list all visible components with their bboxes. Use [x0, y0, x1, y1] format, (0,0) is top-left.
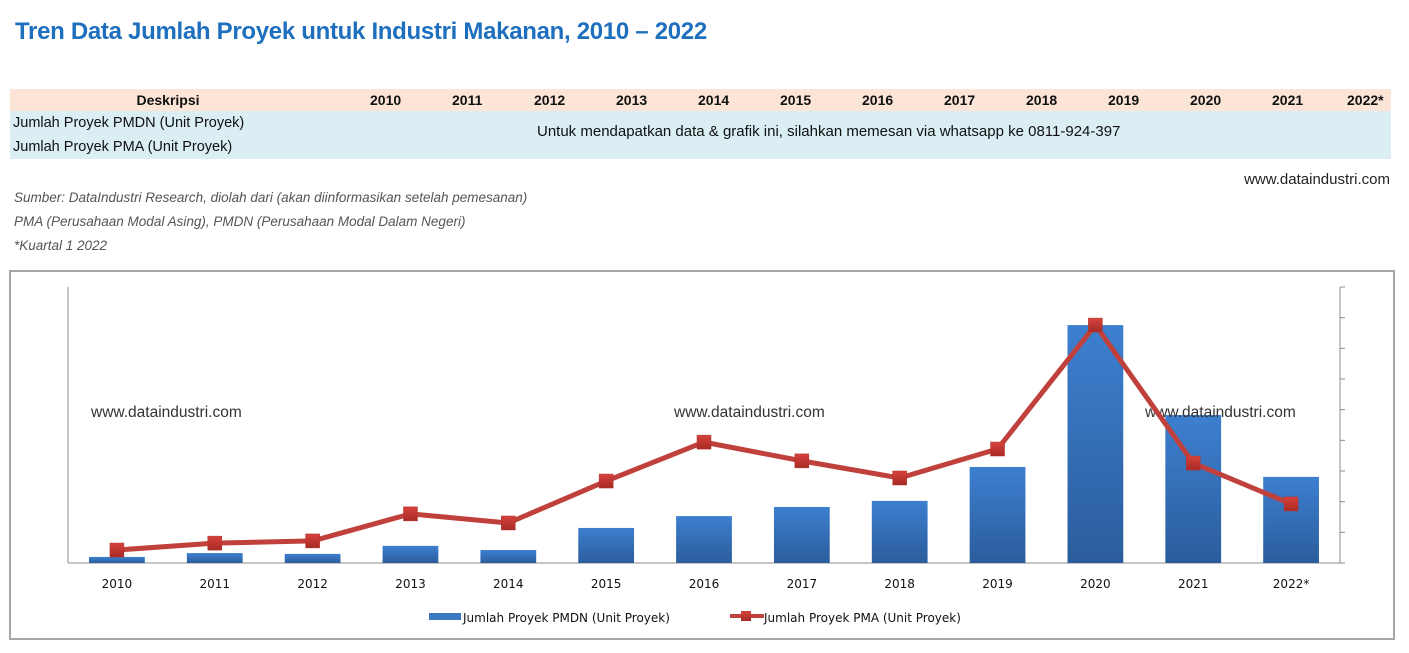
bar-pmdn-2018	[871, 500, 928, 563]
legend: Jumlah Proyek PMDN (Unit Proyek) Jumlah …	[429, 611, 961, 625]
header-year: 2022*	[1347, 92, 1384, 108]
header-year: 2012	[534, 92, 566, 108]
legend-swatch-pmdn	[429, 613, 461, 620]
marker-pma-2015	[598, 473, 614, 489]
marker-pma-2013	[403, 506, 418, 522]
bar-pmdn-2010	[89, 556, 145, 563]
x-tick-label: 2010	[102, 577, 133, 591]
x-tick-label: 2018	[884, 577, 915, 591]
bar-pmdn-2016	[676, 516, 732, 563]
marker-pma-2021	[1185, 455, 1201, 471]
header-year: 2014	[698, 92, 730, 108]
row-label-pma: Jumlah Proyek PMA (Unit Proyek)	[13, 139, 233, 155]
watermark: www.dataindustri.com	[673, 404, 825, 421]
table-header-row: Deskripsi 2010 2011 2012 2013 2014 2015 …	[10, 89, 1391, 111]
bar-pmdn-2019	[969, 466, 1026, 563]
row-label-pmdn: Jumlah Proyek PMDN (Unit Proyek)	[13, 115, 245, 131]
bar-series-pmdn	[89, 325, 1319, 563]
marker-pma-2012	[305, 533, 320, 549]
note-source: Sumber: DataIndustri Research, diolah da…	[14, 190, 528, 205]
data-table: Deskripsi 2010 2011 2012 2013 2014 2015 …	[10, 89, 1391, 159]
note-quarter: *Kuartal 1 2022	[14, 238, 108, 253]
x-tick-label: 2013	[395, 577, 426, 591]
x-tick-label: 2020	[1080, 577, 1111, 591]
legend-label-pmdn: Jumlah Proyek PMDN (Unit Proyek)	[462, 611, 670, 625]
bar-pmdn-2017	[773, 506, 830, 563]
chart-container: www.dataindustri.com www.dataindustri.co…	[9, 270, 1395, 640]
header-year: 2021	[1272, 92, 1304, 108]
bar-pmdn-2014	[480, 550, 537, 563]
order-notice: Untuk mendapatkan data & grafik ini, sil…	[537, 123, 1121, 140]
header-year: 2010	[370, 92, 402, 108]
watermark: www.dataindustri.com	[90, 404, 242, 421]
x-tick-label: 2016	[689, 577, 720, 591]
watermarks: www.dataindustri.com www.dataindustri.co…	[90, 404, 1296, 421]
marker-pma-2017	[794, 453, 810, 469]
marker-pma-2018	[892, 470, 907, 486]
header-year: 2019	[1108, 92, 1140, 108]
marker-pma-2011	[207, 535, 223, 551]
header-year: 2016	[862, 92, 894, 108]
watermark: www.dataindustri.com	[1144, 404, 1296, 421]
x-tick-label: 2022*	[1273, 577, 1310, 591]
marker-pma-2022*	[1283, 496, 1299, 512]
header-year: 2013	[616, 92, 648, 108]
header-year: 2011	[452, 92, 483, 108]
legend-label-pma: Jumlah Proyek PMA (Unit Proyek)	[763, 611, 961, 625]
x-tick-label: 2012	[297, 577, 328, 591]
x-tick-label: 2015	[591, 577, 622, 591]
marker-pma-2020	[1088, 317, 1103, 333]
bar-pmdn-2020	[1067, 325, 1124, 563]
table-body: Jumlah Proyek PMDN (Unit Proyek) Jumlah …	[10, 111, 1391, 159]
marker-pma-2014	[501, 515, 516, 531]
bar-pmdn-2013	[382, 545, 439, 563]
legend-marker-pma	[741, 611, 751, 621]
x-tick-label: 2011	[199, 577, 230, 591]
x-axis-tick-labels: 2010 2011 2012 2013 2014 2015 2016 2017 2018 2019…	[102, 577, 1310, 591]
marker-pma-2010	[109, 542, 125, 558]
header-year: 2015	[780, 92, 812, 108]
marker-pma-2019	[990, 441, 1005, 457]
notes: Sumber: DataIndustri Research, diolah da…	[14, 186, 527, 258]
bar-pmdn-2022*	[1263, 476, 1319, 563]
website-link: www.dataindustri.com	[1244, 171, 1390, 188]
x-tick-label: 2021	[1178, 577, 1209, 591]
combo-chart: www.dataindustri.com www.dataindustri.co…	[67, 286, 1345, 625]
note-abbreviations: PMA (Perusahaan Modal Asing), PMDN (Peru…	[14, 214, 466, 229]
header-year: 2018	[1026, 92, 1058, 108]
bar-pmdn-2011	[186, 553, 243, 563]
bar-pmdn-2015	[578, 527, 635, 563]
marker-pma-2016	[696, 434, 712, 450]
line-series-pma	[109, 317, 1299, 558]
header-year: 2017	[944, 92, 976, 108]
x-tick-label: 2017	[787, 577, 818, 591]
bar-pmdn-2012	[284, 553, 341, 563]
header-description: Deskripsi	[136, 92, 200, 108]
header-year: 2020	[1190, 92, 1222, 108]
page-title: Tren Data Jumlah Proyek untuk Industri M…	[15, 18, 707, 45]
x-tick-label: 2014	[493, 577, 524, 591]
x-tick-label: 2019	[982, 577, 1013, 591]
